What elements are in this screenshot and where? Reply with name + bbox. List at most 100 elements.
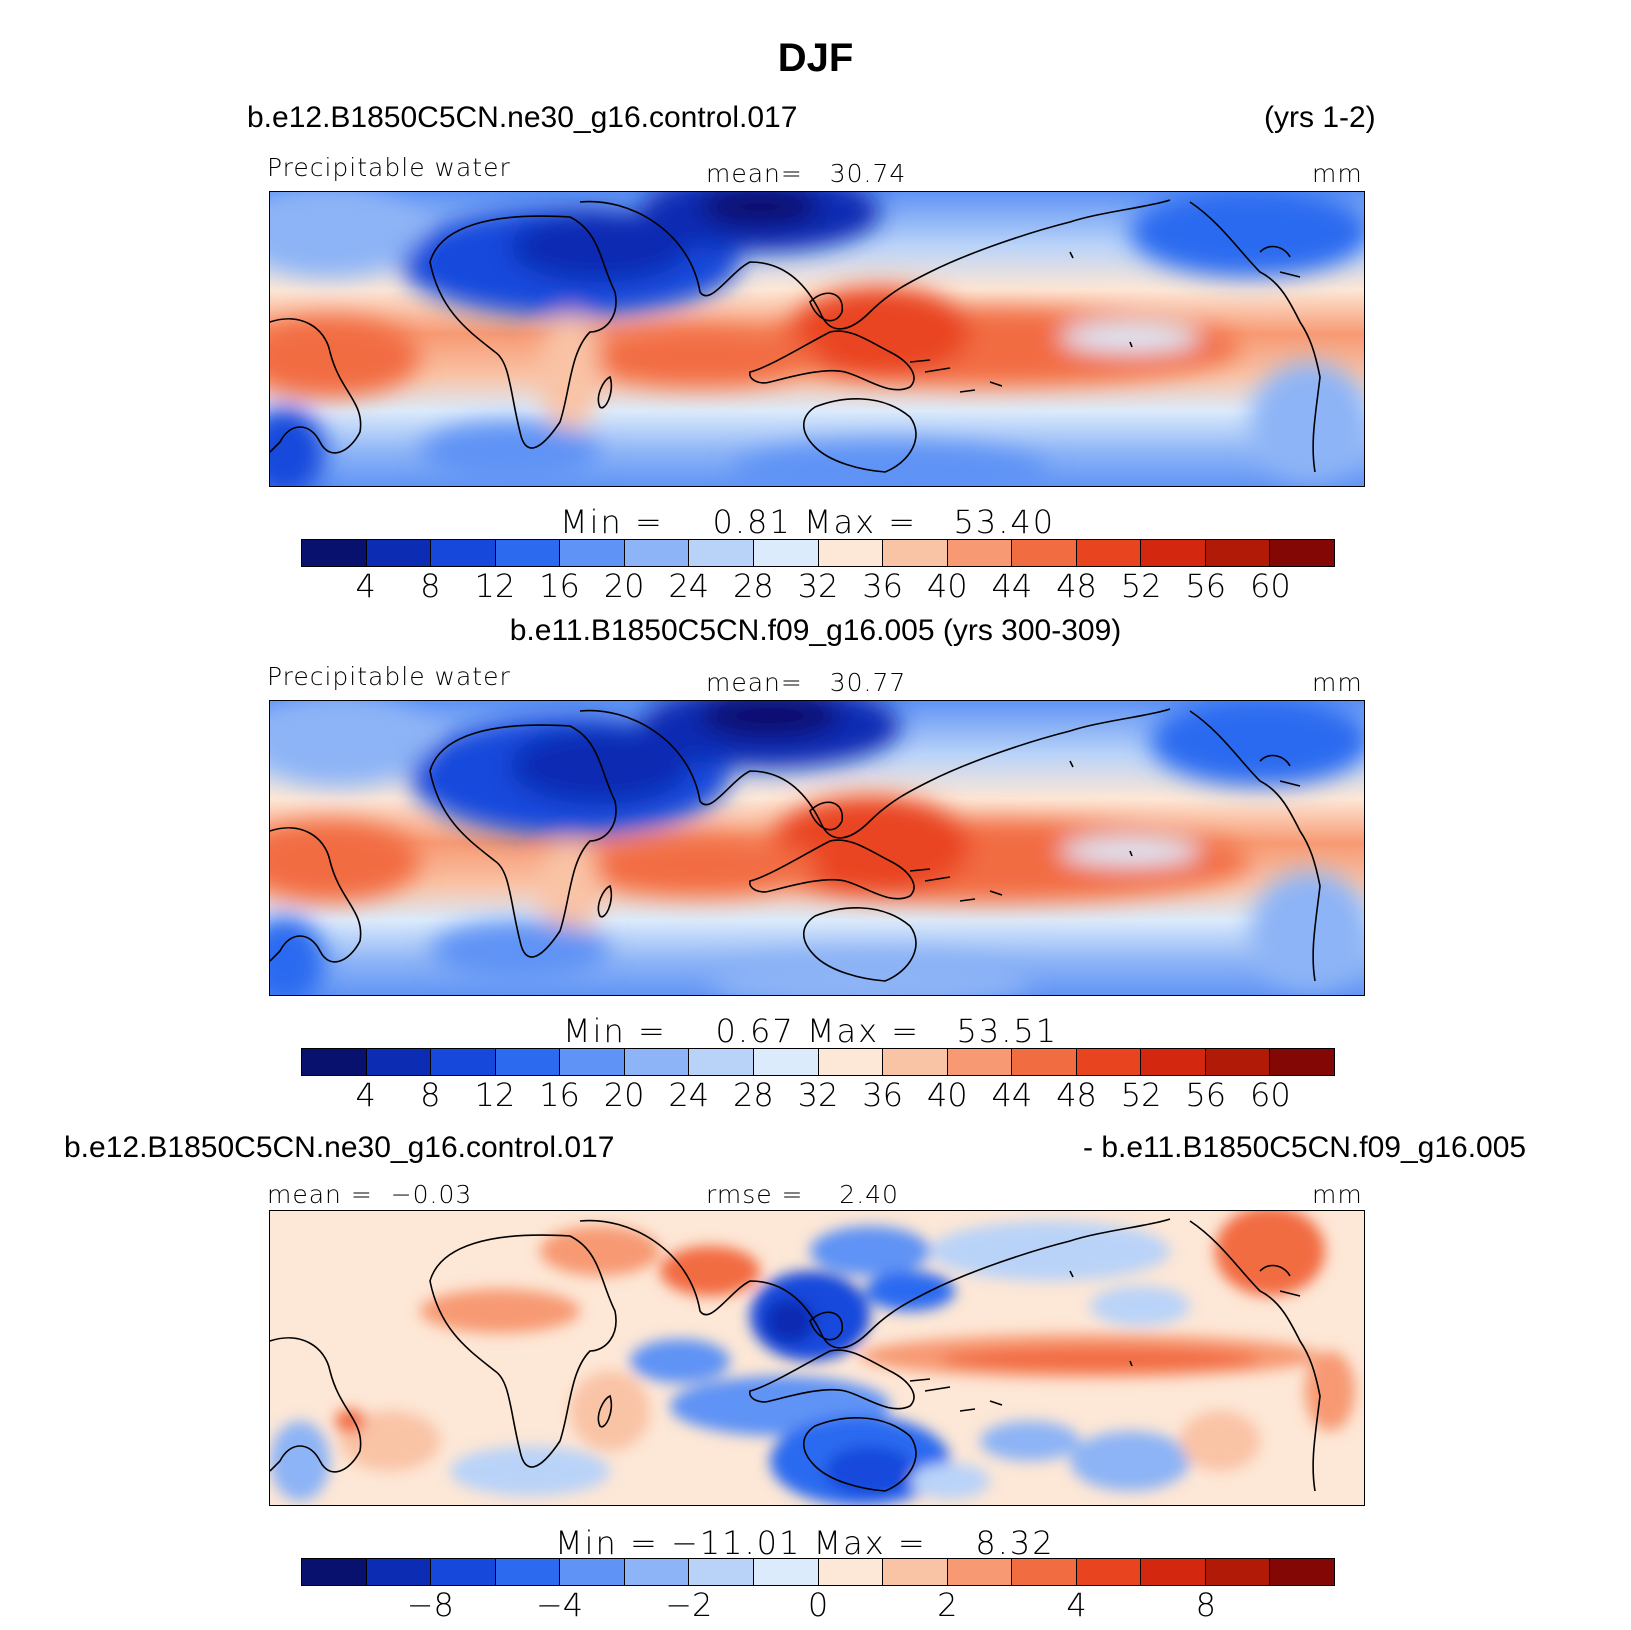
- colorbar-tick-label: 4: [355, 567, 376, 605]
- panel1-variable: Precipitable water: [267, 153, 511, 182]
- colorbar-swatch: [1076, 1049, 1142, 1075]
- colorbar-swatch: [947, 540, 1013, 566]
- panel1-map: [269, 191, 1365, 487]
- colorbar-swatch: [883, 1559, 948, 1585]
- colorbar-tick-label: 56: [1185, 567, 1227, 605]
- colorbar-tick-label: 44: [991, 567, 1033, 605]
- panel3-colorbar: [301, 1558, 1335, 1586]
- colorbar-swatch: [753, 1559, 819, 1585]
- panel3-rmse: rmse = 2.40: [706, 1180, 899, 1209]
- panel2-minmax: Min = 0.67 Max = 53.51: [563, 1012, 1059, 1050]
- colorbar-swatch: [495, 1049, 561, 1075]
- panel3-case-right: - b.e11.B1850C5CN.f09_g16.005: [1083, 1131, 1527, 1164]
- colorbar-tick-label: 16: [539, 567, 580, 605]
- colorbar-swatch: [560, 1049, 625, 1075]
- colorbar-tick-label: 24: [668, 567, 710, 605]
- panel2-variable: Precipitable water: [267, 662, 511, 691]
- colorbar-tick-label: 16: [539, 1076, 580, 1114]
- colorbar-swatch: [624, 1049, 690, 1075]
- panel2-map: [269, 700, 1365, 996]
- colorbar-swatch: [753, 1049, 819, 1075]
- panel3-case-left: b.e12.B1850C5CN.ne30_g16.control.017: [64, 1131, 615, 1164]
- colorbar-tick-label: 44: [991, 1076, 1033, 1114]
- colorbar-tick-label: 20: [603, 1076, 645, 1114]
- colorbar-tick-label: −8: [406, 1586, 454, 1624]
- colorbar-tick-label: 8: [420, 567, 441, 605]
- colorbar-tick-label: 8: [1195, 1586, 1216, 1624]
- colorbar-swatch: [366, 1049, 432, 1075]
- colorbar-swatch: [1076, 1559, 1142, 1585]
- colorbar-swatch: [366, 1559, 432, 1585]
- colorbar-swatch: [818, 1049, 884, 1075]
- colorbar-swatch: [1270, 540, 1334, 566]
- panel1-colorbar: [301, 539, 1335, 567]
- panel1-case-name: b.e12.B1850C5CN.ne30_g16.control.017: [247, 101, 798, 134]
- colorbar-tick-label: 28: [733, 1076, 774, 1114]
- colorbar-swatch: [689, 1559, 754, 1585]
- colorbar-tick-label: 4: [355, 1076, 376, 1114]
- colorbar-swatch: [947, 1559, 1013, 1585]
- colorbar-swatch: [1205, 1559, 1271, 1585]
- panel3-map: [269, 1210, 1365, 1506]
- colorbar-swatch: [689, 540, 754, 566]
- colorbar-swatch: [689, 1049, 754, 1075]
- colorbar-swatch: [431, 1049, 496, 1075]
- colorbar-swatch: [560, 540, 625, 566]
- colorbar-swatch: [1205, 540, 1271, 566]
- colorbar-swatch: [1141, 1049, 1206, 1075]
- colorbar-swatch: [431, 1559, 496, 1585]
- colorbar-tick-label: 12: [474, 1076, 516, 1114]
- colorbar-tick-label: 2: [937, 1586, 958, 1624]
- panel1-minmax: Min = 0.81 Max = 53.40: [560, 503, 1056, 541]
- colorbar-swatch: [1141, 1559, 1206, 1585]
- panel3-units: mm: [1312, 1180, 1363, 1209]
- colorbar-swatch: [1012, 1559, 1077, 1585]
- colorbar-tick-label: 48: [1056, 1076, 1097, 1114]
- colorbar-swatch: [624, 540, 690, 566]
- colorbar-tick-label: 36: [862, 1076, 903, 1114]
- colorbar-swatch: [624, 1559, 690, 1585]
- colorbar-tick-label: 32: [797, 567, 839, 605]
- panel3-mean: mean = −0.03: [267, 1180, 473, 1209]
- colorbar-swatch: [495, 540, 561, 566]
- colorbar-swatch: [431, 540, 496, 566]
- colorbar-tick-label: 4: [1066, 1586, 1087, 1624]
- colorbar-tick-label: 32: [797, 1076, 839, 1114]
- colorbar-swatch: [1012, 540, 1077, 566]
- panel1-colorbar-ticks: 4 8 12 16 20 24 28 32 36 40 44 48 52 56 60: [301, 567, 1335, 607]
- colorbar-tick-label: 56: [1185, 1076, 1227, 1114]
- colorbar-swatch: [302, 540, 367, 566]
- colorbar-tick-label: 28: [733, 567, 774, 605]
- panel3-minmax: Min = −11.01 Max = 8.32: [555, 1524, 1055, 1562]
- panel2-case-name: b.e11.B1850C5CN.f09_g16.005 (yrs 300-309…: [509, 614, 1122, 647]
- colorbar-swatch: [883, 1049, 948, 1075]
- colorbar-swatch: [1270, 1049, 1334, 1075]
- colorbar-tick-label: 24: [668, 1076, 710, 1114]
- colorbar-swatch: [1076, 540, 1142, 566]
- colorbar-tick-label: 52: [1120, 1076, 1162, 1114]
- panel1-years: (yrs 1-2): [1264, 101, 1376, 134]
- colorbar-swatch: [818, 1559, 884, 1585]
- colorbar-swatch: [560, 1559, 625, 1585]
- colorbar-swatch: [366, 540, 432, 566]
- panel3-colorbar-ticks: −8 −4 −2 0 2 4 8: [301, 1586, 1335, 1626]
- colorbar-swatch: [302, 1049, 367, 1075]
- colorbar-tick-label: 40: [926, 567, 968, 605]
- colorbar-tick-label: 52: [1120, 567, 1162, 605]
- colorbar-tick-label: 48: [1056, 567, 1097, 605]
- colorbar-swatch: [947, 1049, 1013, 1075]
- panel2-colorbar-ticks: 4 8 12 16 20 24 28 32 36 40 44 48 52 56 60: [301, 1076, 1335, 1116]
- colorbar-swatch: [495, 1559, 561, 1585]
- colorbar-swatch: [1012, 1049, 1077, 1075]
- colorbar-tick-label: 60: [1250, 567, 1291, 605]
- panel2-mean: mean= 30.77: [706, 668, 907, 697]
- colorbar-tick-label: 60: [1250, 1076, 1291, 1114]
- panel2-units: mm: [1312, 668, 1363, 697]
- panel2-colorbar: [301, 1048, 1335, 1076]
- colorbar-swatch: [753, 540, 819, 566]
- colorbar-tick-label: 0: [807, 1586, 829, 1624]
- colorbar-swatch: [883, 540, 948, 566]
- colorbar-tick-label: −4: [535, 1586, 584, 1624]
- colorbar-tick-label: 40: [926, 1076, 968, 1114]
- panel1-units: mm: [1312, 159, 1363, 188]
